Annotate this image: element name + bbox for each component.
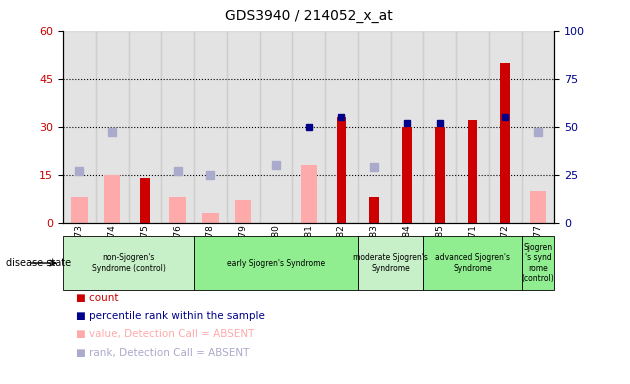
Text: GDS3940 / 214052_x_at: GDS3940 / 214052_x_at xyxy=(225,9,392,23)
Bar xyxy=(96,31,129,223)
Bar xyxy=(325,31,358,223)
Bar xyxy=(530,191,546,223)
Bar xyxy=(292,31,325,223)
Bar xyxy=(202,213,219,223)
Bar xyxy=(456,31,489,223)
Bar xyxy=(260,31,292,223)
Text: non-Sjogren's
Syndrome (control): non-Sjogren's Syndrome (control) xyxy=(91,253,166,273)
Bar xyxy=(104,175,120,223)
Text: disease state: disease state xyxy=(6,258,71,268)
Text: advanced Sjogren's
Syndrome: advanced Sjogren's Syndrome xyxy=(435,253,510,273)
Bar xyxy=(169,197,186,223)
Text: Sjogren
's synd
rome
(control): Sjogren 's synd rome (control) xyxy=(522,243,554,283)
Bar xyxy=(336,117,346,223)
Bar xyxy=(194,31,227,223)
Bar xyxy=(227,31,260,223)
Bar xyxy=(467,120,478,223)
Bar xyxy=(140,178,150,223)
Text: ■ count: ■ count xyxy=(76,293,118,303)
Text: ■ value, Detection Call = ABSENT: ■ value, Detection Call = ABSENT xyxy=(76,329,254,339)
Text: ■ rank, Detection Call = ABSENT: ■ rank, Detection Call = ABSENT xyxy=(76,348,249,358)
Bar xyxy=(301,165,317,223)
Bar xyxy=(369,197,379,223)
Text: early Sjogren's Syndrome: early Sjogren's Syndrome xyxy=(227,258,325,268)
Bar xyxy=(71,197,88,223)
Bar xyxy=(402,127,412,223)
Bar xyxy=(63,31,96,223)
Text: ■ percentile rank within the sample: ■ percentile rank within the sample xyxy=(76,311,265,321)
Bar xyxy=(500,63,510,223)
Bar xyxy=(423,31,456,223)
Bar xyxy=(522,31,554,223)
Bar xyxy=(129,31,161,223)
Bar xyxy=(391,31,423,223)
Bar xyxy=(358,31,391,223)
Text: moderate Sjogren's
Syndrome: moderate Sjogren's Syndrome xyxy=(353,253,428,273)
Bar xyxy=(161,31,194,223)
Bar xyxy=(489,31,522,223)
Bar xyxy=(235,200,251,223)
Bar xyxy=(435,127,445,223)
